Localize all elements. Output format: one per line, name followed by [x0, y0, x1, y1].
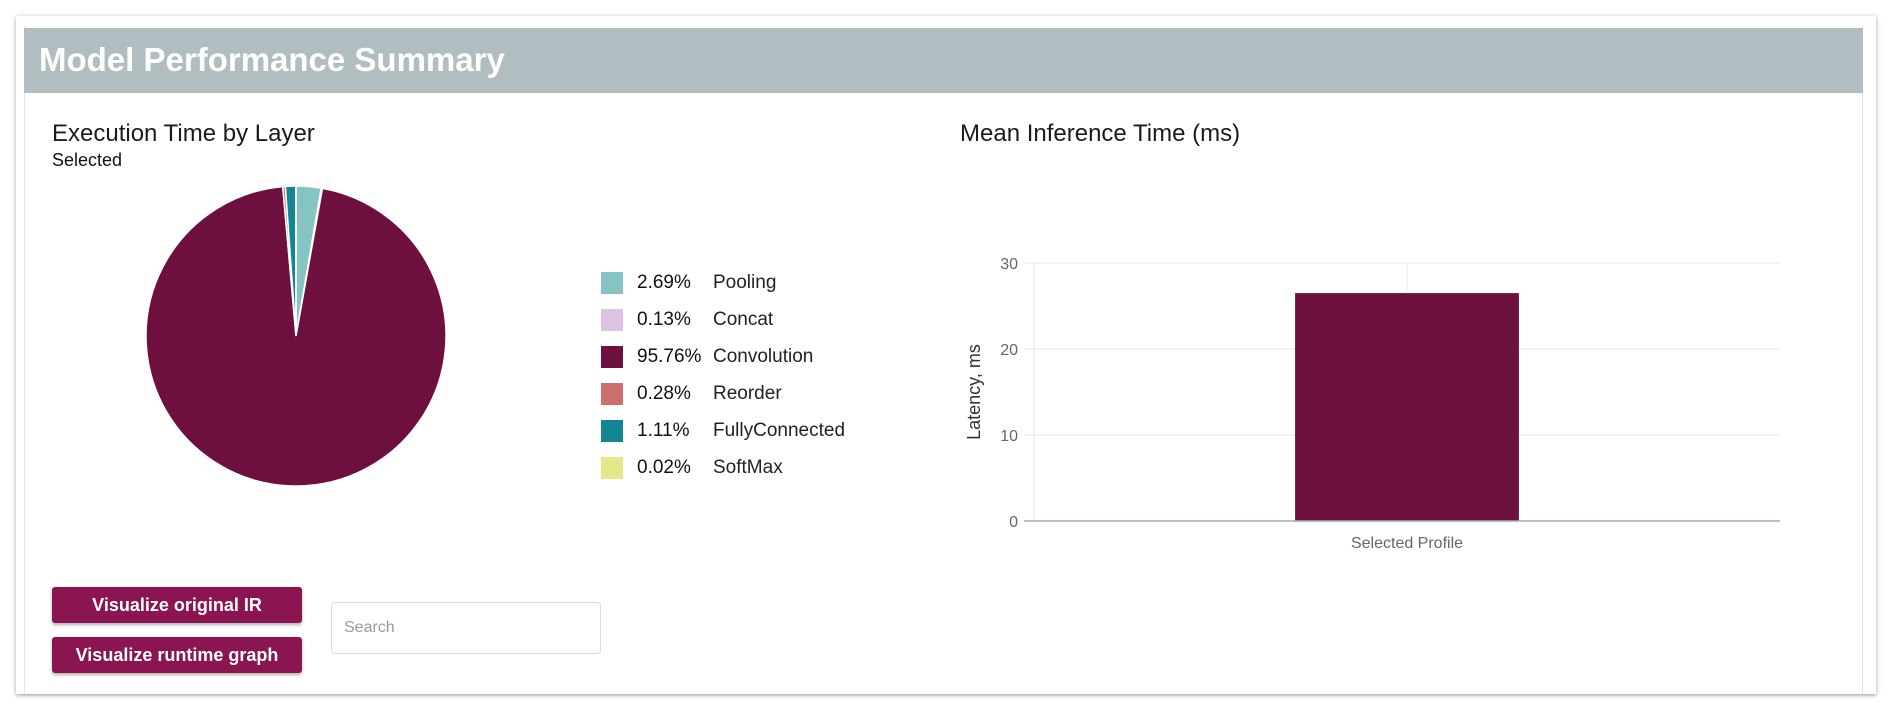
legend-percent: 0.13%	[637, 309, 691, 330]
legend-label: Reorder	[713, 383, 782, 404]
visualize-runtime-graph-button[interactable]: Visualize runtime graph	[52, 637, 302, 673]
legend-percent: 0.02%	[637, 457, 691, 478]
legend-label: FullyConnected	[713, 420, 846, 441]
y-tick-label: 10	[1000, 428, 1018, 445]
visualize-original-ir-button[interactable]: Visualize original IR	[52, 587, 302, 623]
y-tick-label: 0	[1009, 514, 1018, 531]
performance-summary-card: Model Performance Summary Execution Time…	[16, 16, 1876, 694]
summary-header: Model Performance Summary	[24, 28, 1863, 93]
legend-percent: 95.76%	[637, 346, 702, 367]
legend-label: Pooling	[713, 272, 777, 293]
legend-swatch	[601, 420, 623, 442]
mean-inference-bar-chart: 0 10 20 30 Selected Profile Latency, ms	[964, 256, 1780, 552]
legend-item-concat[interactable]: 0.13% Concat	[601, 308, 773, 332]
card-border	[24, 26, 1863, 694]
pie-slice-convolution[interactable]	[146, 186, 446, 486]
y-axis-label: Latency, ms	[964, 344, 984, 440]
legend-label: SoftMax	[713, 457, 783, 478]
legend-item-reorder[interactable]: 0.28% Reorder	[601, 382, 782, 406]
legend-swatch	[601, 383, 623, 405]
page-title: Model Performance Summary	[39, 41, 505, 78]
legend-swatch	[601, 457, 623, 479]
legend-item-convolution[interactable]: 95.76% Convolution	[601, 345, 813, 369]
search-input[interactable]	[331, 602, 601, 654]
legend-swatch	[601, 272, 623, 294]
legend-percent: 0.28%	[637, 383, 691, 404]
mean-inference-title: Mean Inference Time (ms)	[960, 120, 1241, 147]
legend-item-pooling[interactable]: 2.69% Pooling	[601, 271, 776, 295]
bar-selected-profile[interactable]	[1295, 293, 1519, 521]
legend-percent: 2.69%	[637, 272, 691, 293]
legend-swatch	[601, 309, 623, 331]
y-tick-label: 30	[1000, 256, 1018, 273]
legend-percent: 1.11%	[637, 420, 690, 441]
selected-label: Selected	[52, 150, 123, 170]
legend-label: Concat	[713, 309, 774, 330]
execution-time-pie-chart	[146, 186, 446, 486]
legend-item-fullyconnected[interactable]: 1.11% FullyConnected	[601, 419, 845, 443]
y-tick-label: 20	[1000, 342, 1018, 359]
execution-time-title: Execution Time by Layer	[52, 120, 315, 147]
legend-swatch	[601, 346, 623, 368]
legend-item-softmax[interactable]: 0.02% SoftMax	[601, 456, 783, 480]
legend-label: Convolution	[713, 346, 814, 367]
x-tick-label: Selected Profile	[1351, 535, 1463, 552]
